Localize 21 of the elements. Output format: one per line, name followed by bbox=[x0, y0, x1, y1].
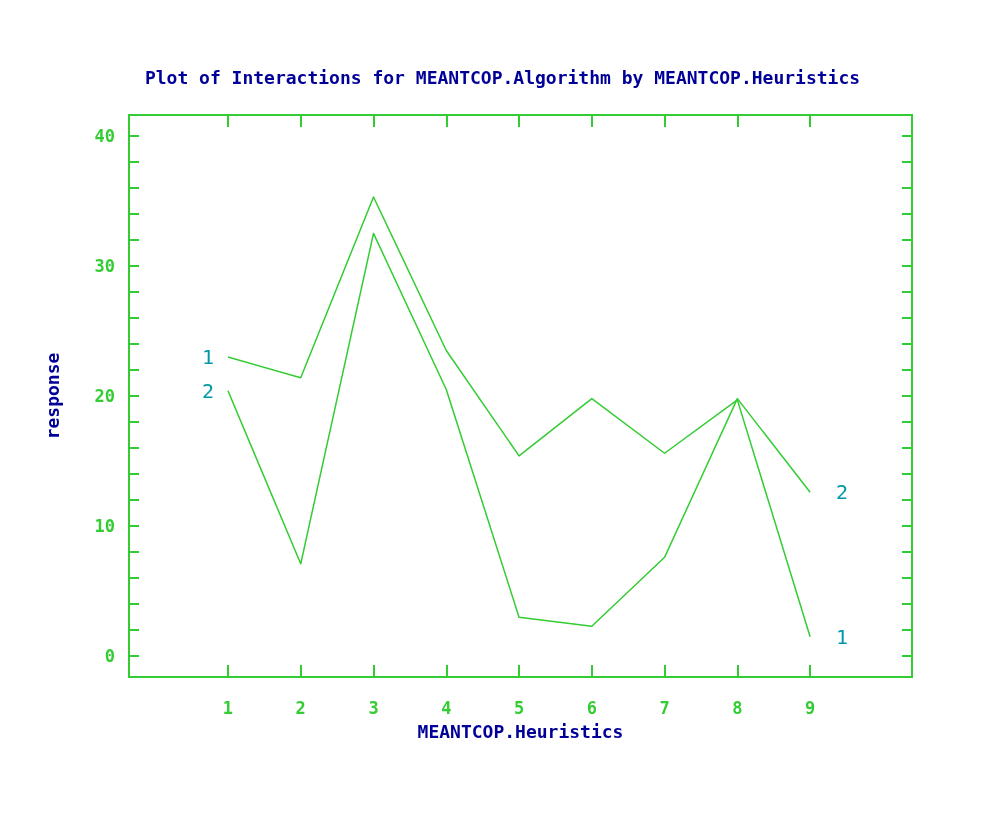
text: 2 bbox=[836, 480, 849, 505]
x-tick-label: 4 bbox=[441, 697, 452, 718]
y-tick-label: 0 bbox=[104, 646, 115, 667]
x-tick-label: 2 bbox=[295, 697, 306, 718]
x-tick-label: 7 bbox=[659, 697, 670, 718]
x-tick-label: 6 bbox=[586, 697, 597, 718]
x-tick-label: 5 bbox=[513, 697, 525, 718]
series-label: 1 bbox=[201, 344, 214, 369]
y-tick-label: 20 bbox=[94, 386, 115, 406]
x-tick-label: 3 bbox=[368, 697, 379, 718]
series-label: 2 bbox=[201, 378, 214, 403]
x-axis-title: MEANTCOP.Heuristics bbox=[417, 720, 624, 742]
x-tick-label: 1 bbox=[222, 697, 234, 718]
text: 1 bbox=[836, 624, 849, 649]
x-tick-label: 8 bbox=[732, 697, 743, 718]
y-tick-label: 40 bbox=[94, 125, 115, 146]
x-tick-label: 9 bbox=[805, 697, 816, 718]
y-tick-label: 30 bbox=[94, 255, 115, 276]
chart-title: Plot of Interactions for MEANTCOP.Algorithm by MEANTCOP.Heuristics bbox=[144, 66, 861, 88]
y-tick-label: 10 bbox=[94, 516, 115, 537]
y-axis-title: response bbox=[41, 352, 63, 440]
